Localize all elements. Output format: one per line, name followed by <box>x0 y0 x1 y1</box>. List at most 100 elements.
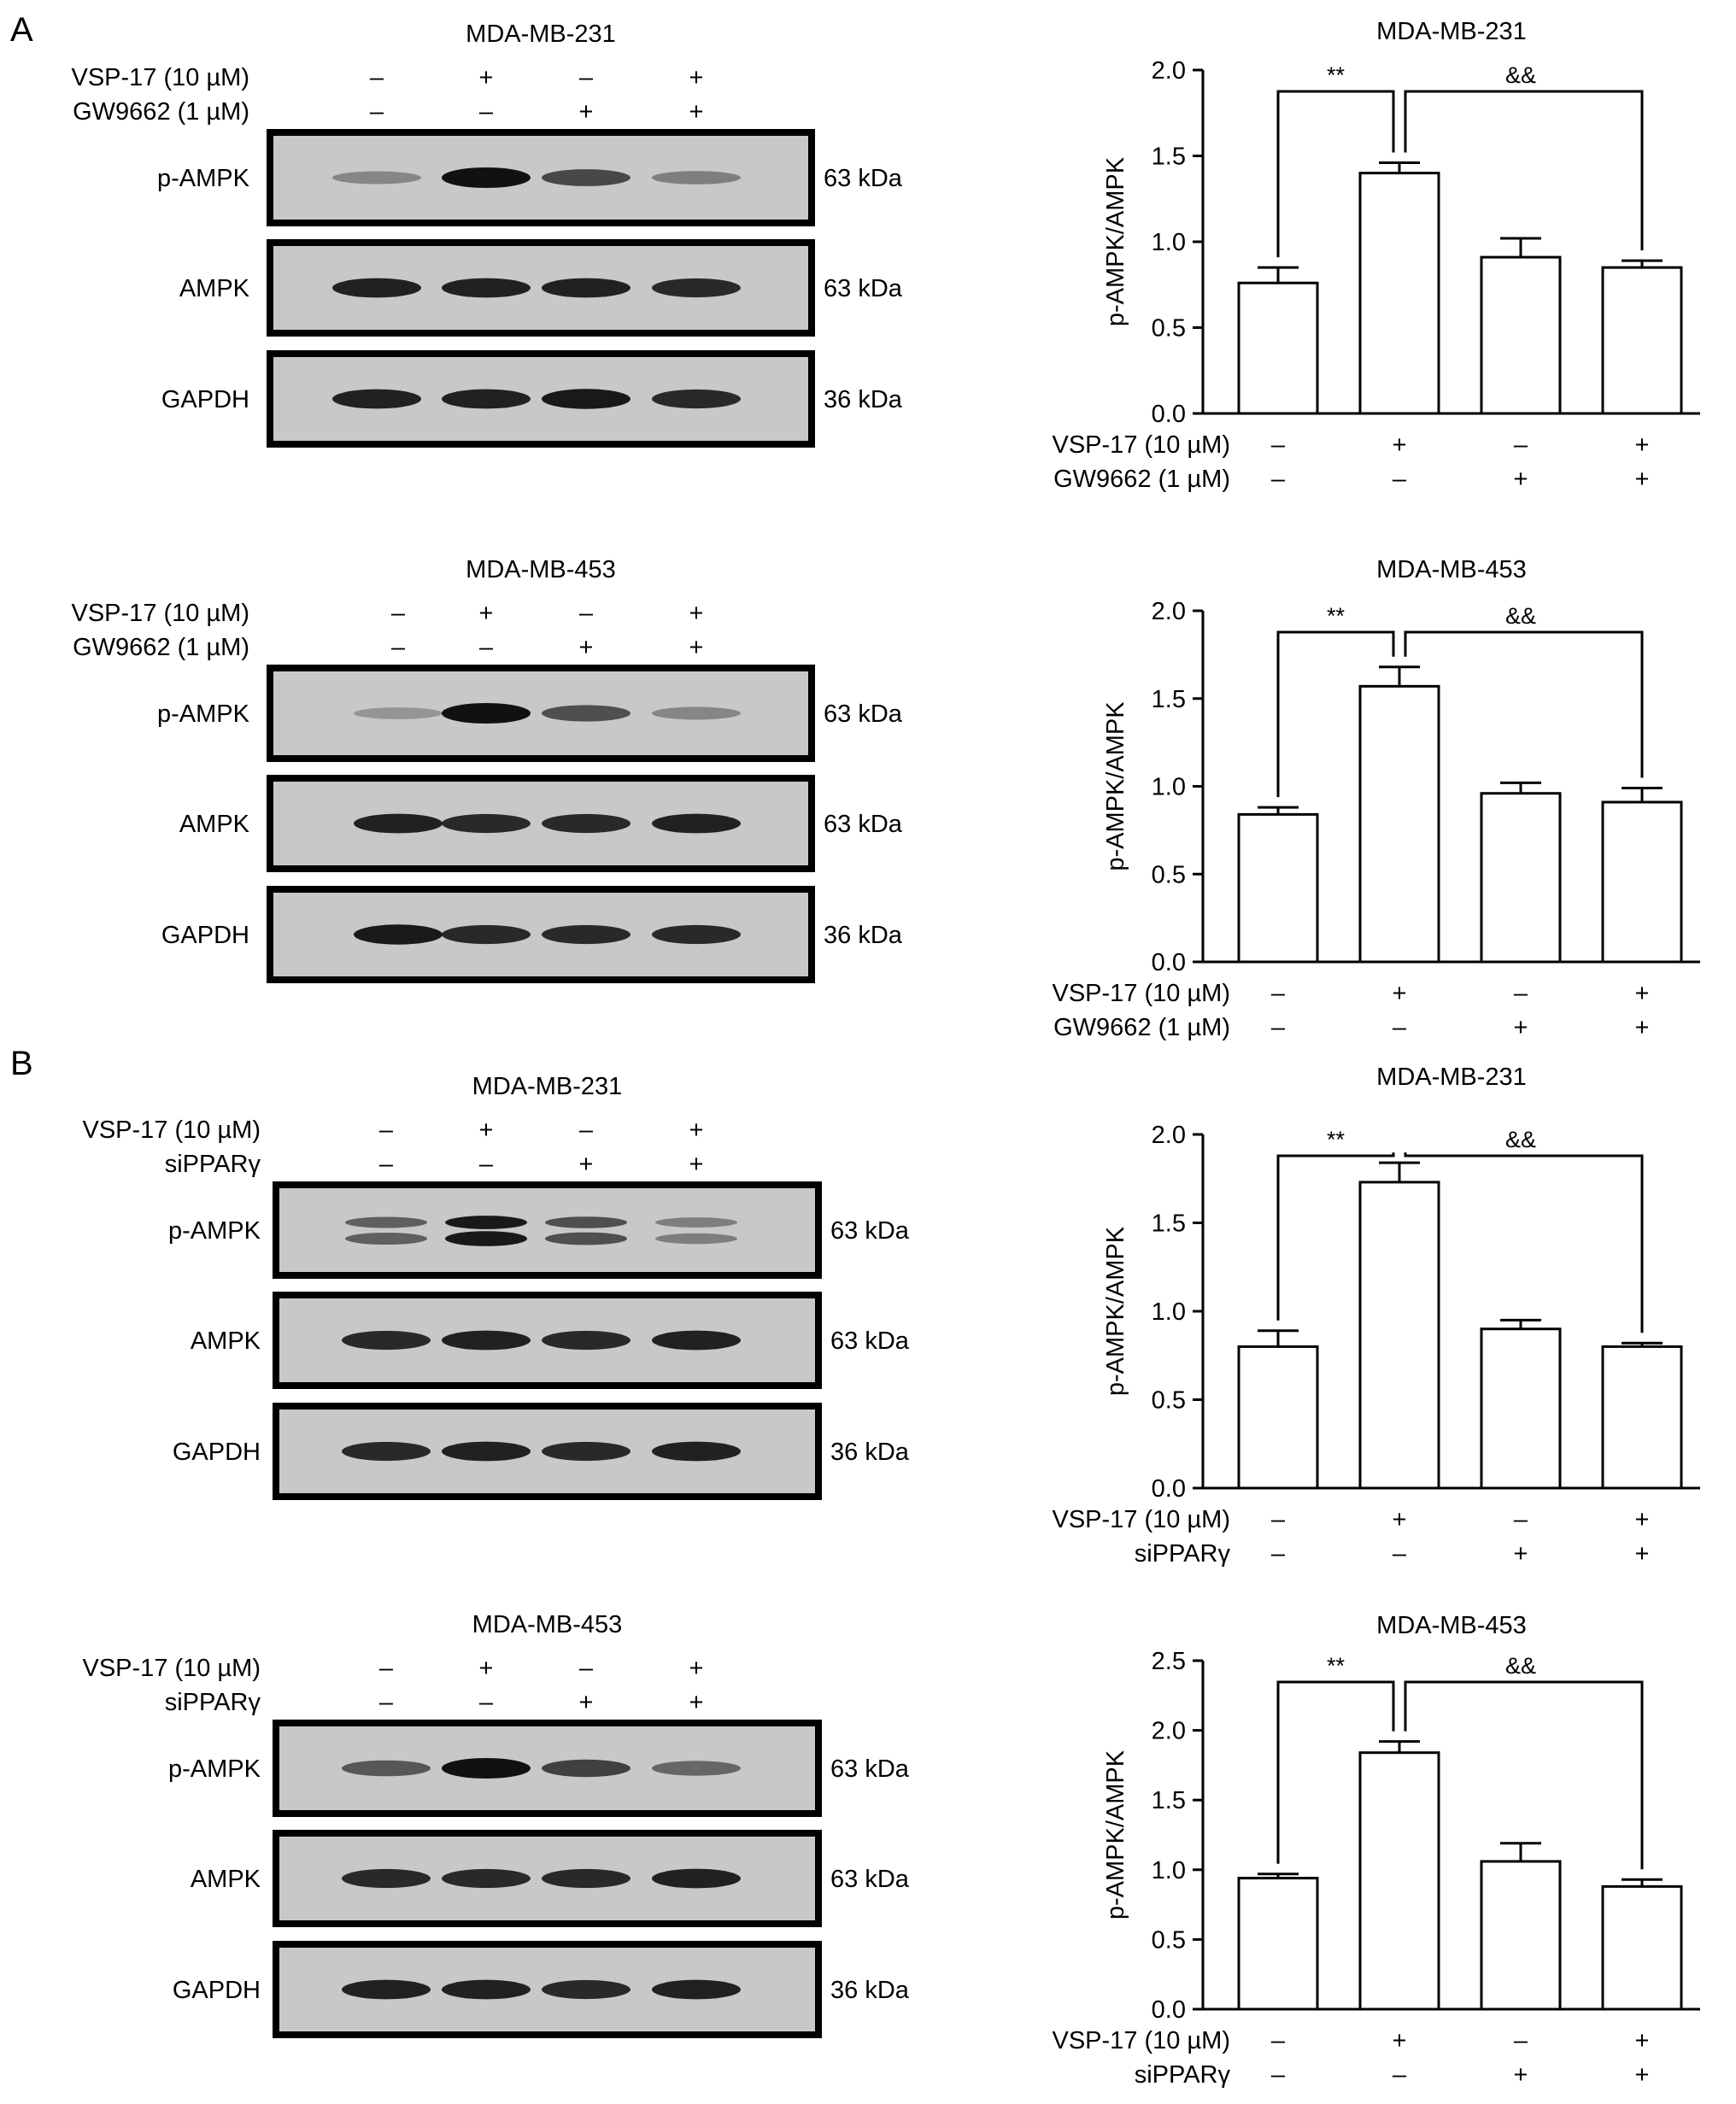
treatment-sign: – <box>1514 2027 1528 2054</box>
treatment-sign: – <box>1393 2061 1407 2089</box>
band <box>442 1868 531 1889</box>
band <box>442 278 531 298</box>
treatment-label: GW9662 (1 µM) <box>1053 466 1230 493</box>
band <box>542 705 630 722</box>
treatment-sign: + <box>689 64 704 91</box>
molecular-weight-label: 63 kDa <box>830 1755 910 1783</box>
y-tick-label: 0.0 <box>1152 1475 1186 1503</box>
treatment-sign: – <box>479 1151 494 1178</box>
treatment-sign: + <box>479 1655 494 1682</box>
y-tick-label: 0.0 <box>1152 401 1186 428</box>
treatment-label: VSP-17 (10 µM) <box>83 1655 261 1682</box>
y-tick-label: 2.0 <box>1152 57 1186 85</box>
band <box>442 167 531 188</box>
y-tick-label: 1.0 <box>1152 774 1186 801</box>
treatment-sign: + <box>479 600 494 627</box>
treatment-sign: + <box>1635 2061 1650 2089</box>
molecular-weight-label: 36 kDa <box>830 1439 910 1466</box>
chart-title: MDA-MB-231 <box>1376 18 1527 45</box>
y-tick-label: 0.5 <box>1152 1387 1186 1415</box>
bar <box>1358 1751 1440 2011</box>
band <box>545 1216 627 1228</box>
treatment-sign: + <box>1635 1506 1650 1533</box>
treatment-sign: + <box>689 600 704 627</box>
bar <box>1480 1860 1562 2011</box>
y-tick-label: 2.0 <box>1152 1122 1186 1149</box>
band <box>442 1979 531 2000</box>
treatment-label: GW9662 (1 µM) <box>1053 1014 1230 1041</box>
band <box>652 389 741 409</box>
treatment-sign: – <box>370 64 384 91</box>
chart-title: MDA-MB-453 <box>1376 1612 1527 1639</box>
treatment-sign: – <box>1393 466 1407 493</box>
treatment-sign: – <box>370 98 384 126</box>
band <box>542 1441 630 1462</box>
bar-chart: MDA-MB-231 p-AMPK/AMPK 0.0 0.5 1.0 1.5 2.0 ** &&… <box>1053 1064 1700 1568</box>
bar <box>1601 1345 1683 1490</box>
protein-label: GAPDH <box>161 386 249 413</box>
y-tick-label: 1.0 <box>1152 1857 1186 1884</box>
bar <box>1358 1181 1440 1490</box>
treatment-label: VSP-17 (10 µM) <box>1053 431 1231 459</box>
y-tick-label: 2.5 <box>1152 1648 1186 1675</box>
blot-box <box>273 1181 822 1279</box>
band <box>354 813 443 834</box>
band <box>542 169 630 186</box>
bar-chart: MDA-MB-231 p-AMPK/AMPK 0.0 0.5 1.0 1.5 2.0 ** &&… <box>1053 18 1700 493</box>
protein-label: AMPK <box>191 1327 261 1355</box>
y-tick-label: 2.0 <box>1152 1718 1186 1745</box>
molecular-weight-label: 36 kDa <box>824 386 903 413</box>
treatment-sign: + <box>579 1689 594 1716</box>
treatment-sign: – <box>479 1689 494 1716</box>
treatment-sign: + <box>1393 980 1407 1007</box>
band <box>442 703 531 724</box>
treatment-label: VSP-17 (10 µM) <box>83 1116 261 1144</box>
bar <box>1358 684 1440 964</box>
molecular-weight-label: 63 kDa <box>830 1866 910 1893</box>
significance-label: ** <box>1327 62 1346 88</box>
molecular-weight-label: 63 kDa <box>824 275 903 302</box>
band <box>652 278 741 298</box>
treatment-sign: – <box>1393 1014 1407 1041</box>
molecular-weight-label: 63 kDa <box>824 700 903 728</box>
band <box>655 1217 737 1228</box>
protein-label: p-AMPK <box>168 1755 261 1783</box>
treatment-sign: + <box>479 64 494 91</box>
y-axis-label: p-AMPK/AMPK <box>1102 701 1129 871</box>
treatment-sign: – <box>579 64 594 91</box>
molecular-weight-label: 63 kDa <box>830 1217 910 1245</box>
treatment-sign: – <box>1393 1540 1407 1568</box>
treatment-sign: + <box>579 98 594 126</box>
band <box>342 1760 431 1777</box>
protein-label: AMPK <box>179 811 250 838</box>
treatment-sign: – <box>579 1116 594 1144</box>
bar <box>1480 1327 1562 1490</box>
significance-bracket <box>1404 1152 1644 1333</box>
band <box>542 1330 630 1351</box>
y-tick-label: 0.0 <box>1152 949 1186 976</box>
significance-bracket <box>1404 1680 1644 1870</box>
band <box>342 1441 431 1462</box>
treatment-sign: – <box>1271 431 1286 459</box>
treatment-label: VSP-17 (10 µM) <box>1053 2027 1231 2054</box>
molecular-weight-label: 36 kDa <box>824 922 903 949</box>
panel-label-a: A <box>10 11 33 49</box>
y-tick-label: 1.5 <box>1152 686 1186 713</box>
treatment-sign: – <box>479 634 494 661</box>
band <box>542 278 630 298</box>
significance-bracket <box>1404 630 1644 778</box>
band <box>354 924 443 945</box>
bar <box>1601 800 1683 964</box>
protein-label: AMPK <box>179 275 250 302</box>
blot-title: MDA-MB-453 <box>472 1611 623 1638</box>
bar <box>1237 281 1319 415</box>
treatment-sign: + <box>689 98 704 126</box>
y-tick-label: 2.0 <box>1152 598 1186 625</box>
treatment-sign: – <box>1271 980 1286 1007</box>
band <box>442 1330 531 1351</box>
treatment-sign: – <box>579 1655 594 1682</box>
band <box>445 1231 527 1246</box>
band <box>442 1758 531 1779</box>
protein-label: GAPDH <box>173 1977 261 2004</box>
